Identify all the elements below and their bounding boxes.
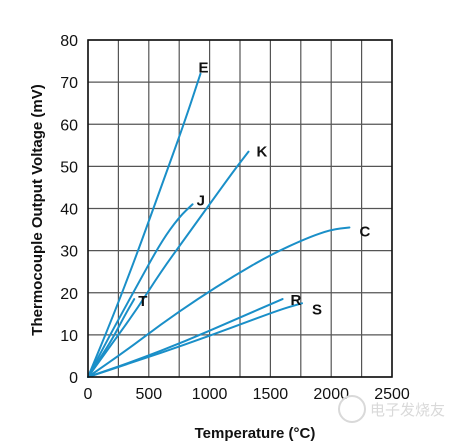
series-label-t: T — [138, 293, 147, 310]
x-tick-label: 2500 — [374, 386, 410, 403]
x-tick-label: 0 — [84, 386, 93, 403]
tick-labels: 0 500 1000 1500 2000 2500 0 10 20 30 40 50 60 70 80 — [60, 33, 410, 403]
x-tick-label: 1500 — [253, 386, 289, 403]
series-label-s: S — [312, 301, 322, 318]
series-labels: E K J T C RS — [138, 60, 370, 319]
y-tick-label: 70 — [60, 75, 78, 92]
watermark-logo-icon — [338, 395, 366, 423]
x-tick-label: 1000 — [192, 386, 228, 403]
y-tick-label: 10 — [60, 328, 78, 345]
y-tick-label: 20 — [60, 286, 78, 303]
x-tick-label: 2000 — [313, 386, 349, 403]
y-axis-title: Thermocouple Output Voltage (mV) — [29, 84, 46, 335]
y-tick-label: 0 — [69, 370, 78, 387]
series-label-k: K — [257, 144, 268, 161]
series-line-j — [87, 203, 194, 378]
curves — [87, 72, 351, 378]
series-line-k — [87, 150, 250, 378]
series-label-j: J — [197, 192, 205, 209]
watermark-text: 电子发烧友 — [370, 402, 445, 419]
y-tick-label: 30 — [60, 244, 78, 261]
series-line-e — [87, 72, 202, 378]
y-tick-label: 80 — [60, 33, 78, 50]
y-tick-label: 60 — [60, 117, 78, 134]
grid — [87, 39, 393, 378]
plot-frame — [87, 39, 393, 378]
x-tick-label: 500 — [135, 386, 162, 403]
series-line-s — [87, 302, 304, 378]
y-tick-label: 50 — [60, 159, 78, 176]
series-label-r: R — [291, 292, 302, 309]
series-label-e: E — [198, 60, 208, 77]
series-line-t — [87, 298, 136, 378]
y-tick-label: 40 — [60, 202, 78, 219]
series-label-c: C — [359, 223, 370, 240]
watermark: 电子发烧友 — [338, 395, 445, 423]
x-axis-title: Temperature (°C) — [195, 425, 316, 442]
series-line-c — [87, 226, 351, 378]
